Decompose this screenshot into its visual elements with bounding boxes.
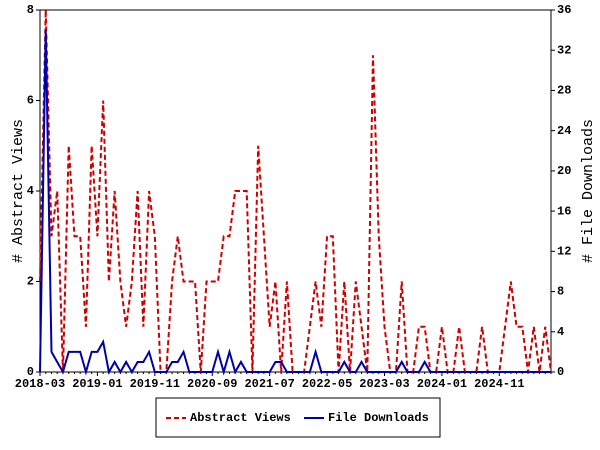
x-tick-label: 2024-11 bbox=[474, 377, 524, 391]
x-tick-label: 2024-01 bbox=[417, 377, 467, 391]
y-axis-title: # Abstract Views bbox=[10, 119, 27, 263]
y-tick-label: 0 bbox=[27, 365, 34, 379]
x-tick-label: 2019-11 bbox=[130, 377, 180, 391]
y-tick-label: 4 bbox=[27, 184, 34, 198]
y2-tick-label: 24 bbox=[557, 124, 571, 138]
y2-tick-label: 0 bbox=[557, 365, 564, 379]
x-tick-label: 2018-03 bbox=[15, 377, 65, 391]
plot-frame bbox=[39, 9, 552, 373]
y2-tick-label: 20 bbox=[557, 164, 571, 178]
y2-tick-label: 16 bbox=[557, 204, 571, 218]
y2-axis-title: # File Downloads bbox=[580, 119, 597, 263]
y2-tick-label: 4 bbox=[557, 325, 564, 339]
y2-tick-label: 12 bbox=[557, 245, 571, 259]
y-tick-label: 8 bbox=[27, 3, 34, 17]
y2-tick-label: 36 bbox=[557, 3, 571, 17]
x-tick-label: 2019-01 bbox=[72, 377, 122, 391]
x-tick-label: 2020-09 bbox=[187, 377, 237, 391]
y2-tick-label: 8 bbox=[557, 285, 564, 299]
legend-label: Abstract Views bbox=[190, 411, 291, 425]
y-tick-label: 2 bbox=[27, 275, 34, 289]
x-tick-label: 2023-03 bbox=[359, 377, 409, 391]
y-tick-label: 6 bbox=[27, 94, 34, 108]
y2-tick-label: 32 bbox=[557, 43, 571, 57]
legend-box bbox=[155, 397, 441, 438]
x-tick-label: 2022-05 bbox=[302, 377, 352, 391]
legend-label: File Downloads bbox=[328, 411, 429, 425]
y2-tick-label: 28 bbox=[557, 84, 571, 98]
series-line bbox=[39, 30, 551, 376]
x-tick-label: 2021-07 bbox=[244, 377, 294, 391]
